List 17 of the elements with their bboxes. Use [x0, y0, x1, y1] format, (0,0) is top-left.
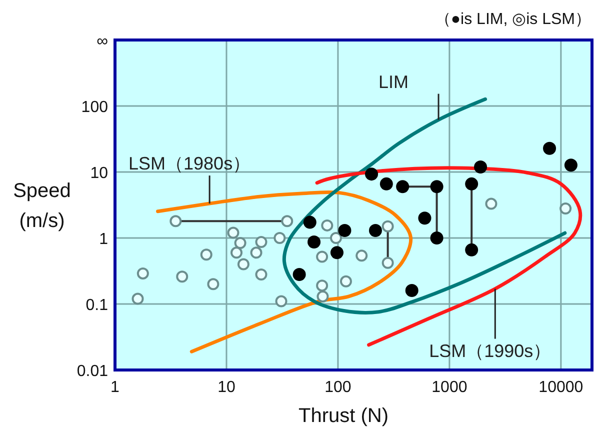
series-label: LSM（1990s）	[429, 340, 552, 361]
x-tick-label: 10	[218, 379, 236, 396]
y-tick-label: 100	[81, 99, 108, 116]
y-axis-title: Speed (m/s)	[13, 180, 71, 232]
y-tick-label: 1	[99, 231, 108, 248]
x-tick-label: 10000	[538, 379, 584, 396]
y-tick-label: 10	[90, 165, 108, 182]
x-tick-label: 100	[324, 379, 352, 396]
text: LIM	[378, 72, 409, 92]
text: （●is LIM, ◎is LSM）	[434, 11, 591, 28]
series-label: LSM（1980s）	[128, 154, 251, 174]
x-axis-title: Thrust (N)	[298, 405, 388, 427]
y-tick-label: 0.1	[86, 297, 108, 314]
x-tick-label: 1	[110, 379, 120, 396]
y-tick-label: 0.01	[76, 363, 108, 380]
x-tick-label: 1000	[432, 379, 468, 396]
y-tick-label: ∞	[96, 33, 108, 50]
